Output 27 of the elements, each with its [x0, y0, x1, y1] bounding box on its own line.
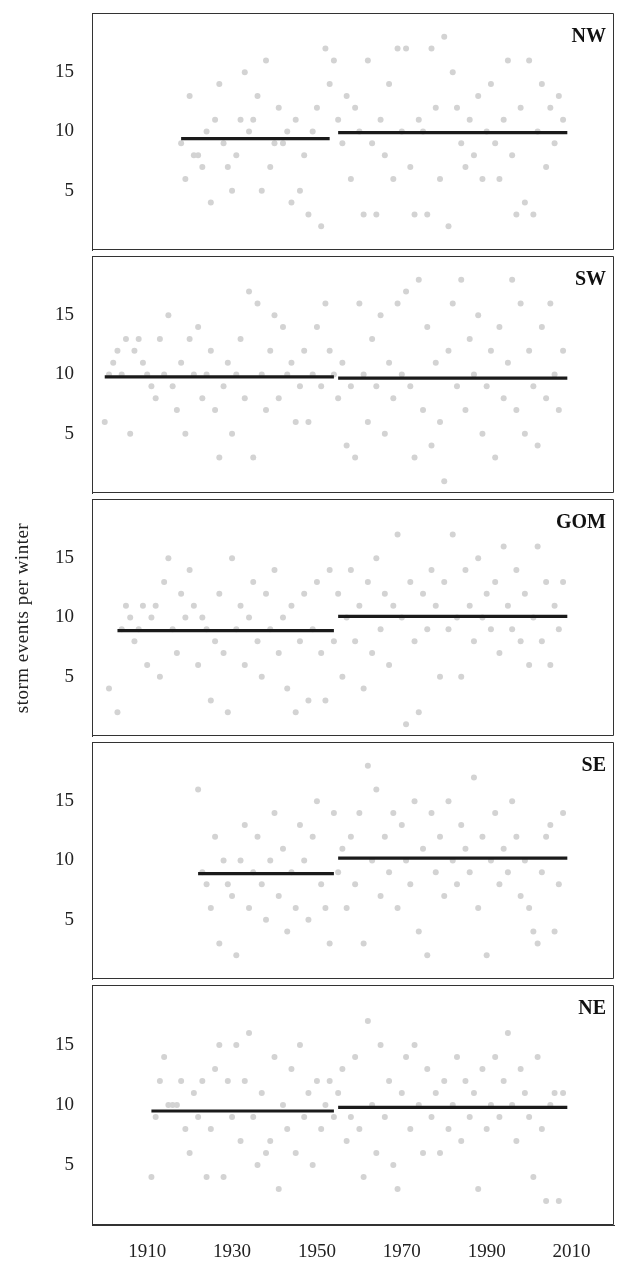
x-tick-label: 1970 [382, 1240, 421, 1262]
y-tick-label: 5 [64, 907, 74, 929]
y-axis-title: storm events per winter [11, 522, 33, 713]
text: SE [581, 753, 606, 776]
y-tick-label: 10 [55, 605, 74, 627]
y-tick-label: 10 [55, 1092, 74, 1114]
text: SW [574, 267, 606, 290]
y-tick-label: 10 [55, 848, 74, 870]
y-tick-label: 15 [55, 60, 74, 82]
x-tick-label: 1930 [213, 1240, 252, 1262]
y-tick-label: 15 [55, 303, 74, 325]
x-tick-label: 2010 [552, 1240, 591, 1262]
text: NE [578, 996, 606, 1019]
x-tick-label: 1950 [297, 1240, 336, 1262]
y-tick-label: 10 [55, 362, 74, 384]
y-tick-label: 15 [55, 789, 74, 811]
text: NW [571, 24, 606, 47]
y-tick-label: 10 [55, 119, 74, 141]
text: GOM [556, 510, 607, 533]
y-tick-label: 5 [64, 421, 74, 443]
y-tick-label: 15 [55, 1032, 74, 1054]
y-tick-label: 5 [64, 1152, 74, 1174]
y-tick-label: 5 [64, 664, 74, 686]
x-tick-label: 1910 [128, 1240, 167, 1262]
y-tick-label: 15 [55, 546, 74, 568]
y-tick-label: 5 [64, 178, 74, 200]
x-tick-label: 1990 [467, 1240, 506, 1262]
